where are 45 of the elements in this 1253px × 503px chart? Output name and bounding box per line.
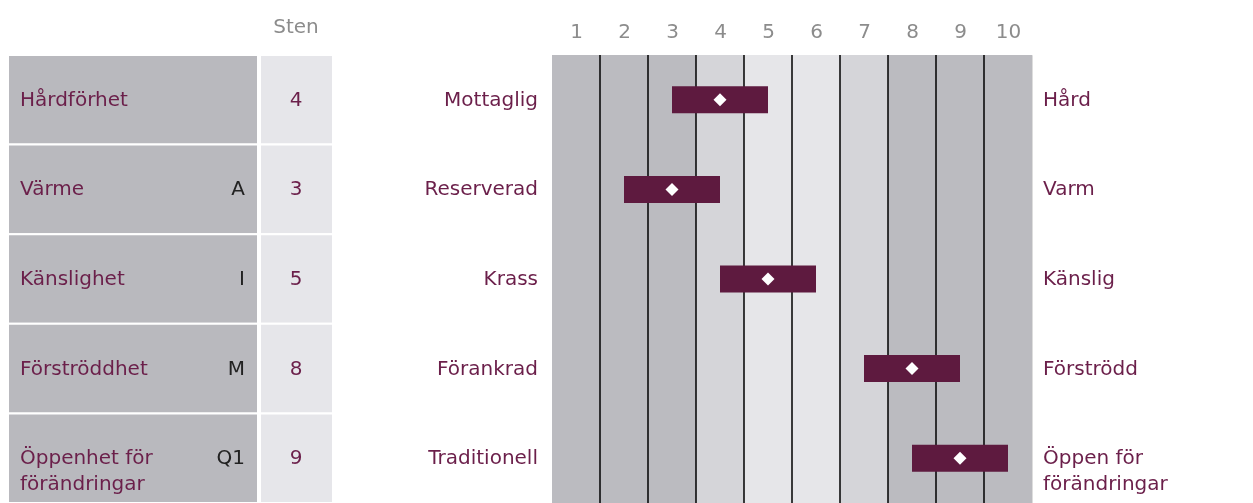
text: Öppenhet för förändringar (20, 445, 154, 496)
data-label: 4 (289, 86, 303, 111)
text: M (227, 355, 245, 380)
text: Värme (20, 176, 85, 201)
bar (624, 175, 720, 203)
text: Varm (1043, 176, 1095, 201)
x-tick-label: 2 (618, 18, 631, 43)
bar (912, 444, 1008, 472)
text: Sten (273, 14, 319, 38)
text: Känslig (1043, 266, 1115, 290)
point (665, 182, 679, 196)
bar (672, 86, 768, 114)
x-tick-label: 9 (954, 18, 967, 43)
y-tick-label: Reserverad (424, 176, 538, 201)
bar (720, 265, 816, 293)
text: Känslighet (20, 266, 125, 290)
x-tick-label: 10 (995, 18, 1022, 43)
text: Öppen för förändringar (1043, 445, 1169, 496)
text: Hårdförhet (20, 86, 128, 111)
x-tick-label: 6 (810, 18, 823, 43)
data-label: 5 (289, 266, 303, 290)
text: A (231, 176, 246, 201)
bar (864, 355, 960, 383)
y-tick-label: Mottaglig (444, 86, 538, 111)
x-tick-label: 4 (714, 18, 727, 43)
x-tick-label: 7 (858, 18, 871, 43)
x-tick-label: 3 (666, 18, 679, 43)
data-label: 9 (289, 445, 303, 470)
text: Q1 (216, 445, 245, 470)
x-tick-label: 5 (762, 18, 775, 43)
point (905, 362, 919, 376)
x-tick-label: 1 (570, 18, 583, 43)
text: I (239, 266, 245, 290)
point (713, 93, 727, 107)
y-tick-label: Traditionell (427, 445, 538, 470)
point (953, 451, 967, 465)
x-tick-label: 8 (906, 18, 919, 43)
data-label: 3 (289, 176, 303, 201)
y-tick-label: Krass (483, 266, 538, 290)
point (761, 272, 775, 286)
data-label: 8 (289, 355, 303, 380)
text: Förströddhet (20, 355, 148, 380)
text: Förströdd (1043, 355, 1138, 380)
y-tick-label: Förankrad (437, 355, 538, 380)
text: Hård (1043, 86, 1091, 111)
